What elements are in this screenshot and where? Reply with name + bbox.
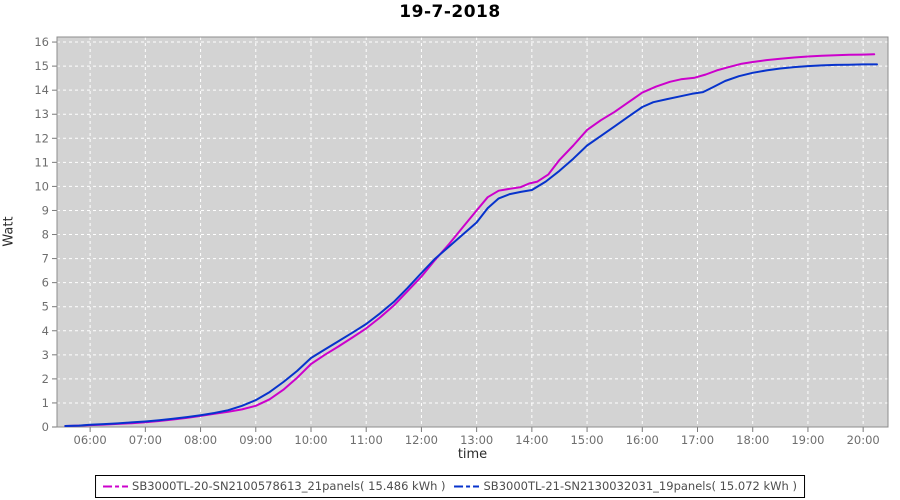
x-tick-label: 14:00 <box>515 433 548 447</box>
y-tick-label: 14 <box>34 83 49 97</box>
x-tick-label: 11:00 <box>350 433 383 447</box>
legend-item-series-1: SB3000TL-21-SN2130032031_19panels( 15.07… <box>454 479 797 493</box>
legend-item-series-0: SB3000TL-20-SN2100578613_21panels( 15.48… <box>103 479 446 493</box>
legend-item-label: SB3000TL-20-SN2100578613_21panels( 15.48… <box>132 479 446 493</box>
x-tick-label: 17:00 <box>681 433 714 447</box>
x-tick-label: 08:00 <box>184 433 217 447</box>
plot-background <box>57 37 888 427</box>
y-tick-label: 4 <box>42 324 49 338</box>
x-tick-label: 06:00 <box>74 433 107 447</box>
x-tick-label: 19:00 <box>791 433 824 447</box>
legend: SB3000TL-20-SN2100578613_21panels( 15.48… <box>95 475 805 498</box>
y-tick-label: 5 <box>42 300 49 314</box>
y-axis-title: Watt <box>1 216 17 247</box>
x-tick-label: 07:00 <box>129 433 162 447</box>
x-tick-label: 15:00 <box>570 433 603 447</box>
y-tick-label: 6 <box>42 276 49 290</box>
y-tick-label: 0 <box>42 420 49 434</box>
series-line-marker-icon <box>454 485 480 487</box>
x-tick-label: 09:00 <box>239 433 272 447</box>
y-tick-label: 3 <box>42 348 49 362</box>
y-tick-label: 10 <box>34 179 49 193</box>
y-tick-label: 12 <box>34 131 49 145</box>
y-tick-label: 15 <box>34 59 49 73</box>
y-tick-label: 2 <box>42 372 49 386</box>
grid-lines <box>57 37 888 428</box>
series-line-1 <box>64 63 878 427</box>
x-tick-label: 16:00 <box>626 433 659 447</box>
y-tick-label: 8 <box>42 228 49 242</box>
plot-border <box>56 36 889 428</box>
y-tick-label: 11 <box>34 155 49 169</box>
x-tick-label: 10:00 <box>294 433 327 447</box>
x-tick-label: 18:00 <box>736 433 769 447</box>
x-tick-label: 12:00 <box>405 433 438 447</box>
chart-title: 19-7-2018 <box>399 2 501 22</box>
x-tick-label: 20:00 <box>847 433 880 447</box>
y-tick-label: 13 <box>34 107 49 121</box>
y-tick-label: 7 <box>42 252 49 266</box>
series-line-marker-icon <box>103 485 129 487</box>
axis-tick-marks <box>52 41 864 432</box>
x-axis-title: time <box>457 447 488 462</box>
x-tick-label: 13:00 <box>460 433 493 447</box>
legend-item-label: SB3000TL-21-SN2130032031_19panels( 15.07… <box>483 479 797 493</box>
y-tick-label: 9 <box>42 203 49 217</box>
y-tick-label: 16 <box>34 35 49 49</box>
y-tick-label: 1 <box>42 396 49 410</box>
